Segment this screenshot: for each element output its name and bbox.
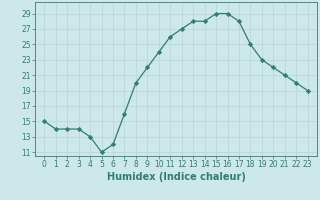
- X-axis label: Humidex (Indice chaleur): Humidex (Indice chaleur): [107, 172, 245, 182]
